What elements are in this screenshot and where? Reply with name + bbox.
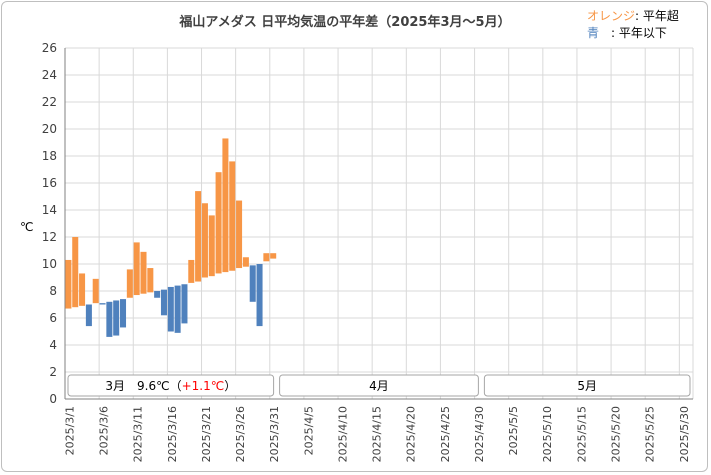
x-tick-label: 2025/5/25 (644, 406, 657, 462)
x-tick-label: 2025/3/11 (132, 406, 145, 462)
y-axis-label: ℃ (20, 220, 33, 234)
month-box-border (483, 374, 691, 397)
x-tick-label: 2025/4/20 (405, 406, 418, 462)
bar-above-normal (72, 237, 79, 308)
x-tick-label: 2025/4/10 (336, 406, 349, 462)
bar-above-normal (79, 273, 86, 306)
svg-text:青 : 平年以下: 青 : 平年以下 (587, 26, 667, 40)
month-mean: 9.6℃（ (125, 379, 182, 393)
bar-below-normal (120, 299, 127, 328)
bar-below-normal (154, 291, 161, 298)
x-tick-label: 2025/4/30 (473, 406, 486, 462)
x-tick-labels: 2025/3/1 2025/3/6 2025/3/11 2025/3/16 2025/3… (63, 406, 690, 462)
bar-above-normal (188, 259, 195, 283)
month-summary-close: ） (224, 379, 236, 393)
bar-above-normal (65, 259, 72, 309)
month-anomaly: +1.1℃ (182, 379, 225, 393)
x-tick-label: 2025/3/21 (200, 406, 213, 462)
x-tick-label: 2025/4/15 (371, 406, 384, 462)
chart-title: 福山アメダス 日平均気温の平年差（2025年3月～5月） (178, 14, 510, 30)
month-label: 3月 9.6℃（+1.1℃） (105, 379, 236, 393)
bars (65, 138, 277, 337)
bar-above-normal (147, 268, 154, 293)
x-tick-label: 2025/5/30 (678, 406, 691, 462)
bar-above-normal (140, 251, 147, 294)
bar-above-normal (236, 200, 243, 269)
bar-above-normal (208, 215, 215, 277)
x-tick-label: 2025/3/6 (98, 406, 111, 455)
month-name: 4月 (369, 379, 389, 393)
svg-text:オレンジ: 平年超: オレンジ: 平年超 (587, 8, 679, 23)
month-box-border (279, 374, 479, 397)
month-boxes: 3月 9.6℃（+1.1℃） 4月 5月 (67, 374, 691, 397)
bar-above-normal (92, 278, 99, 304)
bar-above-normal (201, 203, 208, 278)
y-tick-label: 0 (49, 392, 57, 406)
bar-below-normal (99, 303, 106, 305)
x-tick-label: 2025/3/16 (166, 406, 179, 462)
y-tick-label: 4 (49, 338, 57, 352)
legend-above-key: オレンジ (587, 9, 635, 23)
bar-above-normal (215, 172, 222, 274)
y-tick-label: 24 (42, 68, 57, 82)
bar-above-normal (222, 138, 229, 273)
month-box: 3月 9.6℃（+1.1℃） (67, 374, 275, 397)
month-box-border (67, 374, 275, 397)
bar-below-normal (85, 304, 92, 327)
legend-below-text: : 平年以下 (599, 26, 667, 40)
y-tick-label: 20 (42, 122, 57, 136)
y-tick-label: 2 (49, 365, 57, 379)
y-tick-label: 14 (42, 203, 57, 217)
y-tick-label: 16 (42, 176, 57, 190)
bar-above-normal (263, 253, 270, 262)
x-tick-label: 2025/4/5 (302, 406, 315, 455)
legend-above-text: : 平年超 (635, 8, 679, 23)
bar-below-normal (167, 286, 174, 332)
bar-below-normal (174, 285, 181, 333)
bar-below-normal (249, 265, 256, 302)
legend-below-key: 青 (587, 26, 599, 40)
grid-lines (64, 47, 694, 400)
month-name: 3月 (105, 379, 125, 393)
bar-above-normal (242, 257, 249, 267)
bar-above-normal (229, 161, 236, 271)
month-name: 5月 (577, 379, 597, 393)
bar-below-normal (113, 300, 120, 336)
y-tick-label: 18 (42, 149, 57, 163)
bar-above-normal (270, 253, 277, 259)
bar-below-normal (106, 301, 113, 337)
month-label: 4月 (369, 379, 389, 393)
bar-above-normal (195, 191, 202, 282)
x-tick-label: 2025/5/15 (575, 406, 588, 462)
x-tick-label: 2025/5/20 (610, 406, 623, 462)
x-tick-label: 2025/3/26 (234, 406, 247, 462)
bar-above-normal (133, 242, 140, 296)
x-tick-label: 2025/5/10 (541, 406, 554, 462)
bar-below-normal (256, 264, 263, 327)
month-box: 4月 (279, 374, 479, 397)
y-tick-label: 8 (49, 284, 57, 298)
bar-below-normal (181, 284, 188, 324)
month-box: 5月 (483, 374, 691, 397)
y-tick-label: 6 (49, 311, 57, 325)
month-label: 5月 (577, 379, 597, 393)
y-tick-label: 26 (42, 41, 57, 55)
x-tick-label: 2025/3/31 (268, 406, 281, 462)
x-tick-label: 2025/5/5 (507, 406, 520, 455)
bar-below-normal (160, 289, 167, 316)
y-tick-label: 12 (42, 230, 57, 244)
x-tick-label: 2025/3/1 (63, 406, 76, 455)
y-tick-label: 22 (42, 95, 57, 109)
legend: オレンジ: 平年超 青 : 平年以下 (587, 8, 679, 40)
bar-above-normal (126, 269, 133, 298)
x-tick-label: 2025/4/25 (439, 406, 452, 462)
y-tick-label: 10 (42, 257, 57, 271)
